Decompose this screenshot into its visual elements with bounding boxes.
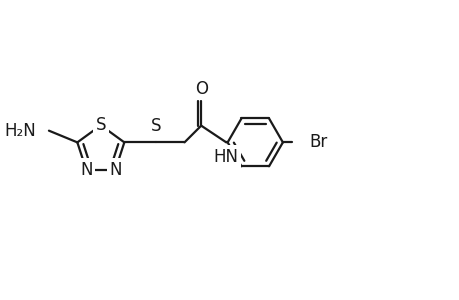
Text: Br: Br (308, 134, 327, 152)
Text: O: O (194, 80, 207, 98)
Text: N: N (109, 161, 121, 179)
Text: S: S (95, 116, 106, 134)
Text: H₂N: H₂N (4, 122, 36, 140)
Text: S: S (151, 117, 161, 135)
Text: N: N (80, 161, 92, 179)
Text: HN: HN (213, 148, 238, 166)
